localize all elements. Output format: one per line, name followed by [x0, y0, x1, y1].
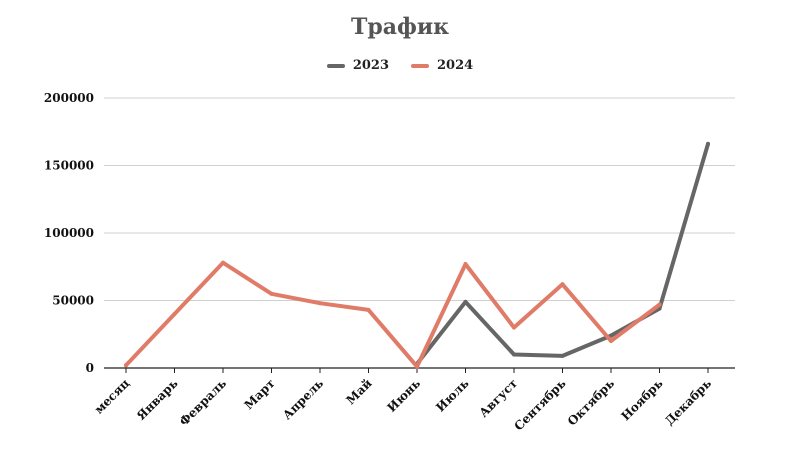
- y-tick-label: 0: [86, 361, 94, 375]
- x-tick-label: месяц: [92, 376, 132, 416]
- x-tick-label: Январь: [134, 376, 181, 423]
- data-point-2024: [463, 262, 468, 267]
- x-tick-label: Май: [344, 376, 375, 407]
- x-tick-label: Декабрь: [662, 376, 714, 428]
- data-point-2024: [269, 291, 274, 296]
- chart-title: Трафик: [350, 14, 450, 40]
- x-tick-label: Ноябрь: [618, 376, 665, 423]
- data-point-2024: [415, 364, 419, 369]
- data-point-2024: [318, 301, 322, 306]
- data-point-2024: [172, 312, 177, 316]
- series-line-2023: [415, 141, 710, 366]
- x-tick-label: Сентябрь: [511, 376, 568, 433]
- data-point-2024: [221, 260, 225, 265]
- data-point-2024: [124, 363, 128, 368]
- x-tick-label: Июнь: [385, 376, 424, 415]
- y-tick-label: 100000: [44, 226, 94, 240]
- data-point-2023: [512, 352, 516, 357]
- x-tick-label: Февраль: [177, 376, 229, 428]
- x-tick-label: Июль: [433, 376, 471, 414]
- y-tick-label: 150000: [44, 159, 94, 173]
- data-point-2024: [657, 302, 662, 307]
- series-line-2024: [124, 260, 662, 369]
- data-point-2023: [609, 333, 613, 338]
- legend-label-2024: 2024: [437, 58, 474, 73]
- data-point-2024: [366, 307, 371, 312]
- data-point-2023: [706, 141, 710, 146]
- data-point-2024: [560, 282, 565, 287]
- y-tick-label: 200000: [44, 91, 94, 105]
- legend-label-2023: 2023: [352, 58, 389, 73]
- data-point-2024: [512, 325, 516, 330]
- legend: 2023 2024: [0, 58, 800, 73]
- x-tick-label: Апрель: [280, 376, 326, 422]
- x-tick-label: Август: [476, 376, 520, 420]
- legend-swatch-2024: [411, 63, 429, 68]
- x-tick-label: Март: [242, 376, 278, 412]
- data-point-2023: [560, 353, 565, 358]
- data-point-2023: [463, 299, 468, 304]
- legend-item-2023[interactable]: 2023: [326, 58, 389, 73]
- legend-item-2024[interactable]: 2024: [411, 58, 473, 73]
- y-tick-label: 50000: [52, 294, 94, 308]
- legend-swatch-2023: [326, 63, 345, 68]
- x-tick-label: Октябрь: [565, 376, 617, 428]
- data-point-2024: [609, 339, 613, 343]
